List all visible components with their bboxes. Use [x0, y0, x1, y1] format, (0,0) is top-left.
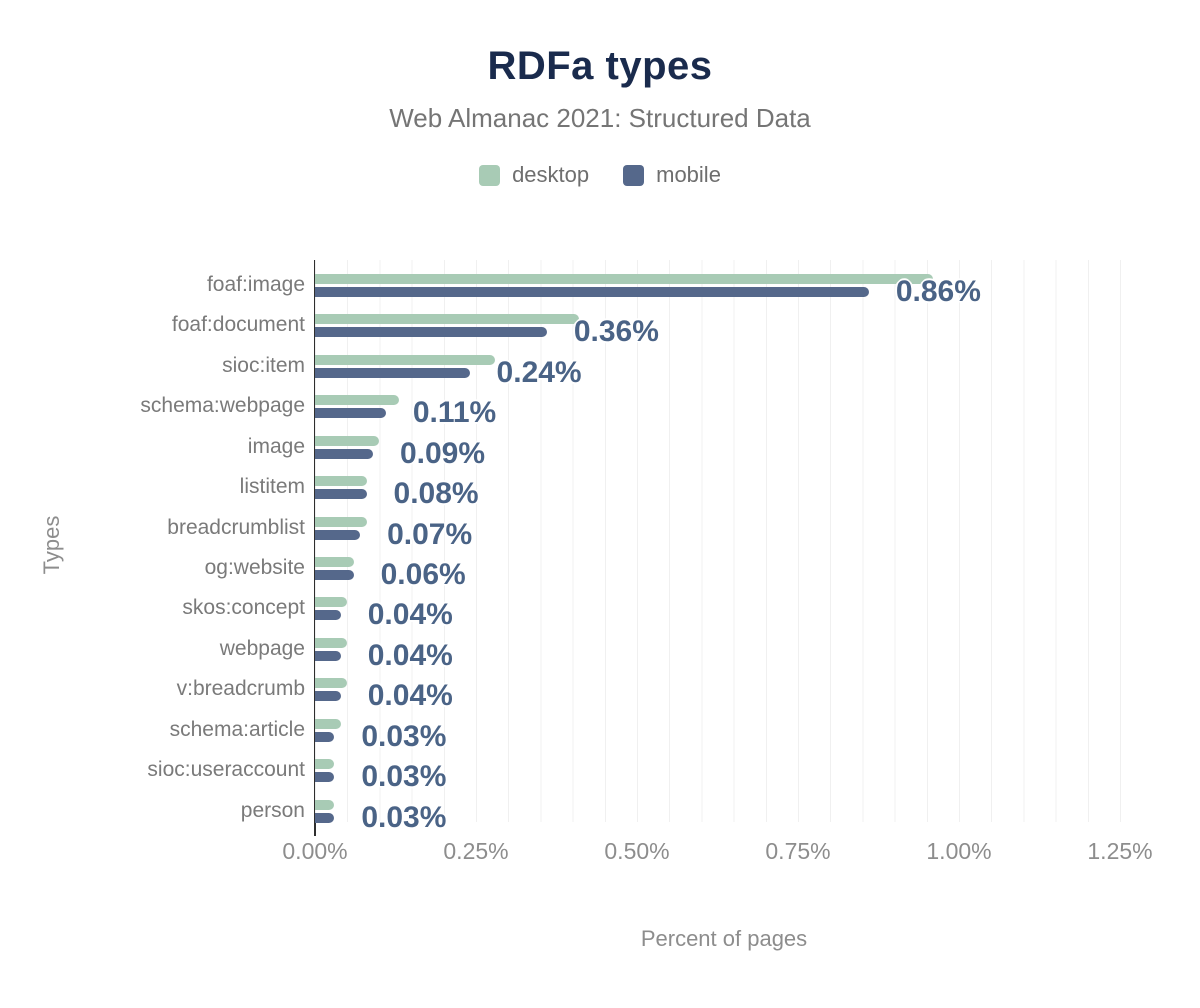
value-label: 0.07%	[387, 517, 473, 551]
value-label: 0.04%	[367, 598, 453, 632]
category-label: skos:concept	[182, 596, 305, 620]
mobile-bar[interactable]	[315, 529, 361, 540]
mobile-bar[interactable]	[315, 448, 373, 459]
category-label: v:breadcrumb	[176, 677, 305, 701]
row-person: person 0.03%	[241, 788, 1133, 832]
mobile-bar[interactable]	[315, 650, 341, 661]
plot-area: foaf:image 0.86% foaf:document 0.36% sioc:it…	[140, 260, 1133, 832]
desktop-bar[interactable]	[315, 637, 348, 648]
mobile-bar[interactable]	[315, 570, 354, 580]
desktop-bar[interactable]	[315, 354, 496, 365]
mobile-bar[interactable]	[315, 408, 386, 419]
desktop-bar[interactable]	[315, 274, 934, 284]
x-tick-label: 1.00%	[926, 838, 992, 864]
row-og:website: og:website 0.06%	[205, 545, 1133, 590]
x-tick-label: 0.50%	[604, 838, 670, 864]
desktop-bar[interactable]	[315, 516, 367, 527]
value-label: 0.04%	[367, 638, 453, 672]
category-label: webpage	[219, 636, 305, 660]
category-label: schema:article	[169, 717, 305, 741]
x-tick-label: 0.75%	[765, 838, 831, 864]
row-breadcrumblist: breadcrumblist 0.07%	[167, 505, 1133, 549]
legend-item-mobile: mobile	[623, 162, 721, 188]
legend-item-desktop: desktop	[479, 162, 589, 188]
value-label: 0.24%	[496, 355, 582, 389]
x-axis-title: Percent of pages	[640, 926, 808, 951]
desktop-bar[interactable]	[315, 435, 380, 446]
row-sioc:useraccount: sioc:useraccount 0.03%	[147, 747, 1133, 792]
category-label: listitem	[239, 475, 305, 499]
mobile-bar[interactable]	[315, 691, 341, 702]
x-tick-label: 0.00%	[282, 838, 348, 864]
mobile-bar[interactable]	[315, 772, 335, 783]
row-schema:article: schema:article 0.03%	[170, 707, 1133, 751]
row-schema:webpage: schema:webpage 0.11%	[140, 383, 1133, 428]
mobile-bar[interactable]	[315, 327, 547, 338]
row-foaf:image: foaf:image 0.86%	[207, 262, 1133, 307]
row-v:breadcrumb: v:breadcrumb 0.04%	[177, 666, 1133, 711]
desktop-bar[interactable]	[315, 597, 348, 608]
category-label: person	[240, 798, 305, 822]
desktop-bar[interactable]	[315, 718, 341, 729]
chart-title: RDFa types	[487, 44, 713, 88]
category-label: schema:webpage	[140, 394, 305, 418]
mobile-swatch-icon	[623, 164, 645, 186]
row-image: image 0.09%	[248, 424, 1133, 468]
category-label: foaf:image	[206, 273, 305, 296]
value-label: 0.08%	[393, 477, 479, 511]
value-label: 0.03%	[361, 719, 447, 753]
desktop-swatch-icon	[479, 164, 501, 186]
y-axis-title: Types	[39, 515, 64, 575]
category-label: sioc:item	[222, 353, 305, 377]
value-label: 0.11%	[412, 396, 497, 430]
row-sioc:item: sioc:item 0.24%	[222, 343, 1133, 387]
row-foaf:document: foaf:document 0.36%	[172, 302, 1133, 347]
value-label: 0.04%	[367, 679, 453, 713]
desktop-bar[interactable]	[315, 759, 335, 770]
legend: desktop mobile	[0, 162, 1200, 188]
value-label: 0.09%	[399, 436, 486, 470]
x-tick-label: 0.25%	[443, 838, 509, 864]
mobile-bar[interactable]	[315, 287, 869, 297]
row-webpage: webpage 0.04%	[220, 626, 1133, 670]
gridlines	[315, 260, 1133, 822]
desktop-bar[interactable]	[315, 799, 335, 810]
category-label: sioc:useraccount	[147, 758, 305, 782]
value-label: 0.03%	[361, 800, 447, 834]
category-label: breadcrumblist	[167, 515, 305, 539]
row-skos:concept: skos:concept 0.04%	[182, 585, 1133, 630]
desktop-bar[interactable]	[315, 557, 354, 567]
mobile-bar[interactable]	[315, 731, 335, 742]
desktop-bar[interactable]	[315, 678, 348, 689]
value-label: 0.06%	[380, 558, 466, 591]
value-label: 0.36%	[573, 315, 659, 349]
desktop-bar[interactable]	[315, 476, 367, 487]
category-label: image	[247, 434, 305, 458]
legend-label-desktop: desktop	[512, 162, 590, 187]
row-listitem: listitem 0.08%	[240, 464, 1133, 509]
desktop-bar[interactable]	[315, 395, 399, 406]
legend-label-mobile: mobile	[656, 162, 721, 187]
x-tick-label: 1.25%	[1087, 838, 1153, 864]
value-label: 0.86%	[895, 275, 981, 308]
category-label: og:website	[204, 556, 305, 579]
mobile-bar[interactable]	[315, 610, 341, 621]
mobile-bar[interactable]	[315, 489, 367, 500]
mobile-bar[interactable]	[315, 367, 470, 378]
desktop-bar[interactable]	[315, 314, 580, 325]
category-label: foaf:document	[171, 313, 305, 337]
chart-subtitle: Web Almanac 2021: Structured Data	[389, 103, 811, 133]
mobile-bar[interactable]	[315, 812, 335, 823]
value-label: 0.03%	[361, 760, 447, 794]
